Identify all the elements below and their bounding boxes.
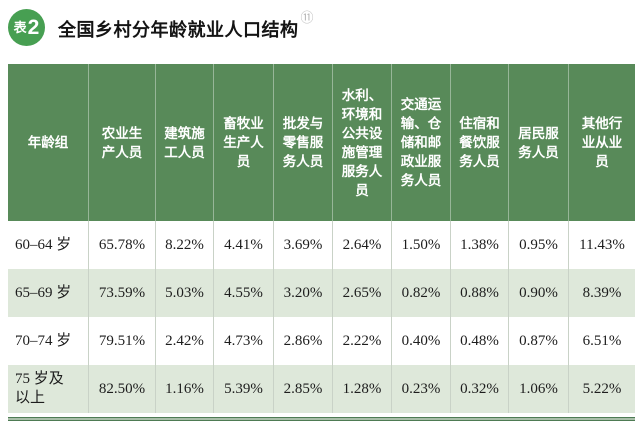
page-title-text: 全国乡村分年龄就业人口结构 — [58, 19, 299, 40]
column-header-retail: 批发与 零售服 务人员 — [273, 64, 332, 221]
table-cell: 0.90% — [508, 269, 568, 317]
column-header-other: 其他行 业从业 员 — [568, 64, 635, 221]
table-cell: 4.73% — [213, 317, 273, 365]
table-cell: 73.59% — [88, 269, 155, 317]
table-row-65-69: 65–69 岁 73.59% 5.03% 4.55% 3.20% 2.65% 0… — [8, 269, 635, 317]
table-cell: 1.50% — [391, 221, 450, 269]
table-cell: 11.43% — [568, 221, 635, 269]
table-cell: 8.22% — [155, 221, 213, 269]
table-cell: 1.16% — [155, 365, 213, 413]
age-label: 65–69 岁 — [15, 284, 72, 301]
column-header-agriculture: 农业生 产人员 — [88, 64, 155, 221]
table-cell: 82.50% — [88, 365, 155, 413]
page-title: 全国乡村分年龄就业人口结构⑪ — [58, 10, 314, 42]
age-label: 75 岁及 以上 — [15, 371, 64, 406]
table-cell: 3.69% — [273, 221, 332, 269]
table-row-75-plus: 75 岁及 以上 82.50% 1.16% 5.39% 2.85% 1.28% … — [8, 365, 635, 413]
column-header-age-group: 年龄组 — [27, 135, 69, 150]
table-cell: 65.78% — [88, 221, 155, 269]
age-label: 60–64 岁 — [15, 236, 72, 253]
table-cell: 2.65% — [332, 269, 391, 317]
table-cell: 5.22% — [568, 365, 635, 413]
table-cell: 8.39% — [568, 269, 635, 317]
table-cell: 4.41% — [213, 221, 273, 269]
table-cell: 2.42% — [155, 317, 213, 365]
table-cell: 3.20% — [273, 269, 332, 317]
table-cell: 2.85% — [273, 365, 332, 413]
table-cell: 2.22% — [332, 317, 391, 365]
table-cell: 1.28% — [332, 365, 391, 413]
table-bottom-border — [8, 417, 635, 421]
table-cell: 5.39% — [213, 365, 273, 413]
age-label: 70–74 岁 — [15, 332, 72, 349]
table-row-70-74: 70–74 岁 79.51% 2.42% 4.73% 2.86% 2.22% 0… — [8, 317, 635, 365]
column-header-transport: 交通运 输、仓 储和邮 政业服 务人员 — [391, 64, 450, 221]
column-header-catering: 住宿和 餐饮服 务人员 — [450, 64, 508, 221]
badge-prefix: 表 — [13, 20, 27, 35]
table-cell: 0.82% — [391, 269, 450, 317]
table-cell: 5.03% — [155, 269, 213, 317]
column-header-husbandry: 畜牧业 生产人 员 — [213, 64, 273, 221]
table-cell: 6.51% — [568, 317, 635, 365]
table-cell: 0.95% — [508, 221, 568, 269]
table-cell: 0.88% — [450, 269, 508, 317]
column-header-resident-services: 居民服 务人员 — [508, 64, 568, 221]
footnote-marker: ⑪ — [300, 9, 315, 25]
table-cell: 0.48% — [450, 317, 508, 365]
table-cell: 79.51% — [88, 317, 155, 365]
column-header-utilities: 水利、 环境和 公共设 施管理 服务人 员 — [332, 64, 391, 221]
data-table: 年龄组 农业生 产人员 建筑施 工人员 畜牧业 生产人 员 批发与 零售服 务人… — [8, 64, 635, 421]
table-cell: 4.55% — [213, 269, 273, 317]
table-header-row: 年龄组 农业生 产人员 建筑施 工人员 畜牧业 生产人 员 批发与 零售服 务人… — [8, 64, 635, 221]
table-cell: 1.38% — [450, 221, 508, 269]
badge-number: 2 — [27, 16, 40, 39]
column-header-construction: 建筑施 工人员 — [155, 64, 213, 221]
table-row-60-64: 60–64 岁 65.78% 8.22% 4.41% 3.69% 2.64% 1… — [8, 221, 635, 269]
table-bottom-gap — [8, 413, 635, 417]
table-cell: 1.06% — [508, 365, 568, 413]
table-cell: 2.64% — [332, 221, 391, 269]
table-cell: 0.40% — [391, 317, 450, 365]
table-cell: 0.87% — [508, 317, 568, 365]
table-cell: 0.32% — [450, 365, 508, 413]
table-cell: 0.23% — [391, 365, 450, 413]
table-cell: 2.86% — [273, 317, 332, 365]
